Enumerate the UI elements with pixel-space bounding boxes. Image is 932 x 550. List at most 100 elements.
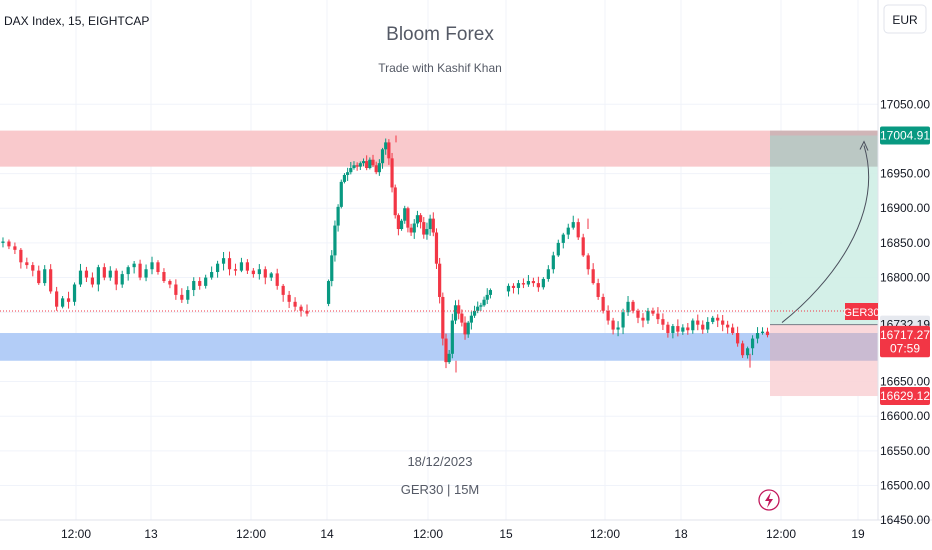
candle-body (326, 281, 331, 304)
chart-subtitle: Trade with Kashif Khan (378, 61, 502, 75)
candle-body (541, 278, 545, 288)
candle-body (696, 320, 700, 325)
currency-label: EUR (892, 13, 918, 27)
candle-body (745, 348, 750, 356)
zone-overlap (770, 333, 878, 361)
candle-body (606, 310, 610, 321)
candle-body (419, 215, 423, 223)
price-tick-label: 16550.00 (880, 444, 930, 458)
candle-body (651, 310, 655, 314)
target-zone (770, 135, 878, 325)
candle-body (409, 227, 413, 233)
candle-body (581, 237, 585, 256)
zone-overlap (770, 130, 878, 167)
candle-body (399, 220, 404, 230)
price-axis[interactable] (878, 0, 932, 550)
candle-body (626, 301, 630, 313)
price-tag-countdown (880, 339, 930, 358)
candle-body (221, 258, 226, 264)
candle-body (365, 161, 369, 169)
candle-body (434, 232, 439, 264)
price-tick-label: 16950.00 (880, 167, 930, 181)
symbol-tag (845, 303, 878, 320)
symbol-tag-label: GER30 (843, 307, 879, 319)
candle-body (711, 317, 715, 322)
candle-body (566, 227, 570, 235)
candle-body (551, 255, 555, 270)
candle-body (676, 326, 680, 332)
candle-body (706, 321, 710, 330)
currency-button[interactable] (883, 4, 927, 34)
candle-body (49, 269, 53, 292)
candle-body (406, 208, 410, 228)
candle-body (412, 223, 416, 233)
candle-body (120, 274, 124, 285)
candle-body (466, 322, 470, 335)
candle-body (251, 270, 255, 275)
candle-body (84, 270, 89, 278)
price-axis-labels: 17050.00 16950.00 16900.00 16850.00 16800.00… (880, 97, 930, 527)
candle-body (66, 298, 71, 302)
candle-body (269, 273, 273, 278)
price-tag-text-target: 17004.91 (880, 129, 930, 143)
watermark-date: 18/12/2023 (407, 454, 472, 469)
candle-body (330, 255, 334, 282)
candle-body (186, 290, 190, 300)
candle-body (78, 270, 83, 285)
candle-body (239, 262, 244, 271)
price-tag-text-countdown: 07:59 (890, 341, 920, 355)
candle-body (444, 338, 448, 363)
price-tag-stop (880, 387, 930, 406)
candle-body (516, 283, 521, 288)
candle-body (716, 317, 720, 321)
candle-body (339, 181, 343, 207)
price-tag-text-stop: 16629.12 (880, 389, 930, 403)
candle-body (586, 255, 590, 270)
chart-title: Bloom Forex (386, 24, 494, 45)
candle-body (536, 283, 540, 288)
candle-body (726, 324, 730, 328)
price-tick-label: 16600.00 (880, 409, 930, 423)
candle-body (168, 281, 172, 285)
candle-body (355, 165, 359, 167)
candle-body (457, 305, 461, 314)
position-tool[interactable] (770, 130, 878, 397)
candle-body (616, 327, 620, 330)
candle-body (591, 269, 595, 284)
lightning-icon[interactable] (758, 489, 780, 511)
candle-body (701, 324, 705, 330)
candle-body (611, 320, 615, 330)
price-tick-label: 16650.00 (880, 375, 930, 389)
candle-body (102, 267, 106, 278)
candle-body (556, 242, 560, 256)
time-axis-labels: 12:00 13 12:00 14 12:00 15 12:00 18 12:00 19 (61, 527, 865, 541)
candle-body (349, 168, 353, 173)
time-axis[interactable] (0, 520, 932, 550)
candle-body (741, 343, 745, 356)
candle-body (750, 338, 755, 349)
candle-body (765, 331, 770, 336)
candle-body (60, 298, 65, 307)
candle-body (641, 317, 645, 321)
candle-body (287, 294, 291, 302)
candle-body (31, 265, 35, 271)
candle-body (463, 322, 467, 335)
candle-body (731, 327, 735, 334)
symbol-label: DAX Index, 15, EIGHTCAP (4, 14, 149, 28)
candle-body (387, 142, 391, 159)
candle-body (333, 225, 337, 256)
time-tick-label: 14 (320, 527, 334, 541)
candle-body (245, 262, 250, 271)
candle-body (531, 281, 535, 284)
zone-supply (0, 130, 878, 167)
candle-body (55, 291, 59, 307)
candle-body (755, 333, 760, 339)
candle-body (19, 249, 23, 263)
price-tick-label: 16500.00 (880, 479, 930, 493)
stop-zone (770, 324, 878, 397)
time-tick-label: 12:00 (766, 527, 796, 541)
candle-body (374, 165, 378, 173)
candle-body (506, 285, 511, 292)
